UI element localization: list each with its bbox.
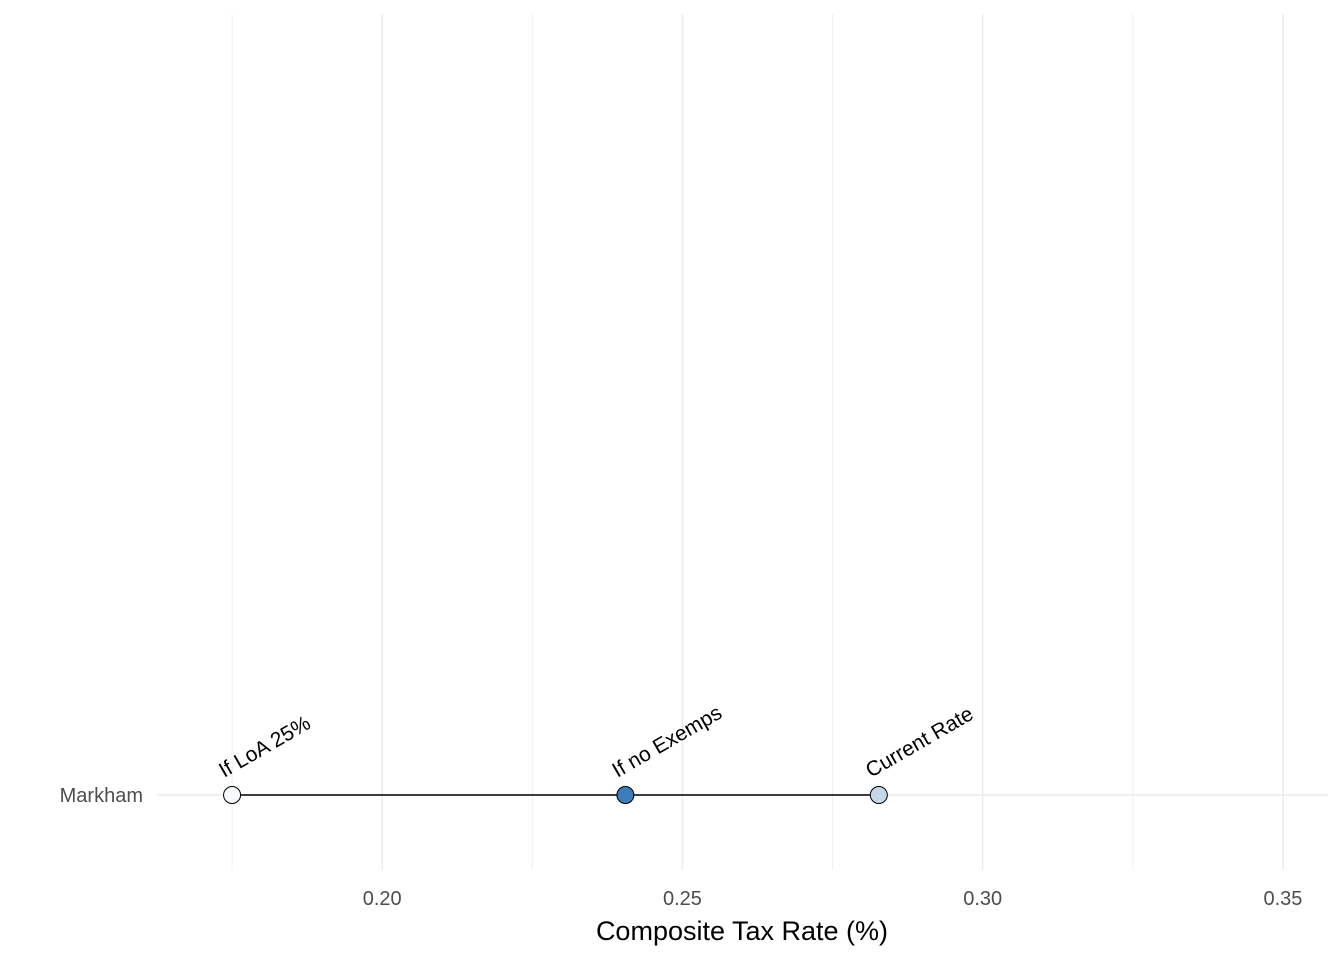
grid-lines: [157, 14, 1328, 870]
x-tick-label: 0.30: [963, 888, 1002, 910]
x-tick-label: 0.25: [663, 888, 702, 910]
x-tick-label: 0.20: [363, 888, 402, 910]
data-point: [223, 786, 242, 804]
x-axis-title: Composite Tax Rate (%): [596, 916, 888, 946]
point-label: If no Exemps: [608, 701, 726, 782]
data-marks: [223, 786, 888, 804]
point-labels: If LoA 25% If no Exemps Current Rate: [215, 701, 977, 782]
point-label: If LoA 25%: [215, 712, 314, 783]
y-category-label: Markham: [60, 785, 143, 807]
x-tick-label: 0.35: [1263, 888, 1302, 910]
data-point: [869, 786, 888, 804]
data-point: [616, 786, 635, 804]
point-label: Current Rate: [862, 702, 978, 782]
axes: 0.20 0.25 0.30 0.35 Markham: [60, 785, 1303, 910]
